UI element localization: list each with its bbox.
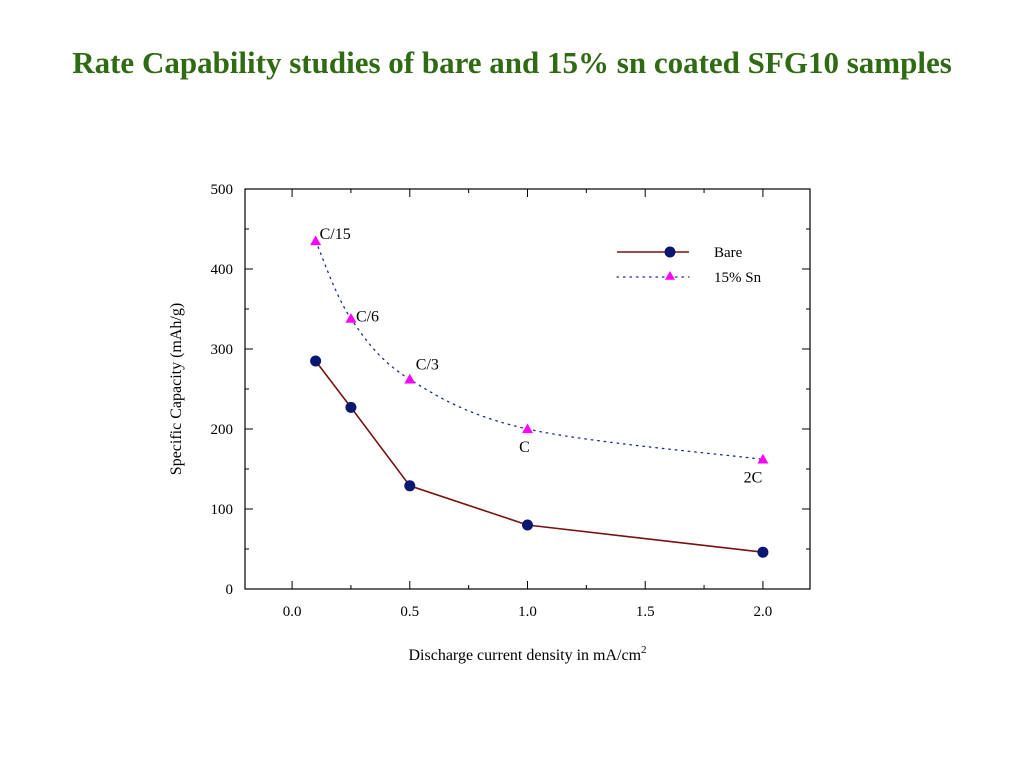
slide-title: Rate Capability studies of bare and 15% … [72, 45, 952, 80]
x-tick-label: 2.0 [754, 604, 773, 620]
x-axis-label-superscript: 2 [641, 644, 647, 656]
data-point-bare [310, 355, 322, 367]
y-tick-label: 400 [211, 262, 234, 278]
axis-tick-labels: 0.0 0.5 1.0 1.5 2.0 0 100 200 300 400 500 [211, 182, 773, 620]
data-point-sn [757, 453, 769, 464]
data-point-bare [522, 519, 533, 531]
legend-marker-bare [664, 246, 676, 258]
y-tick-label: 300 [211, 342, 234, 358]
legend-marker-sn [665, 271, 675, 280]
y-tick-label: 500 [211, 182, 234, 198]
data-point-bare [345, 401, 357, 413]
axis-ticks [245, 188, 810, 590]
point-annotation: C/6 [356, 309, 379, 326]
data-point-sn [310, 235, 322, 246]
series-markers [310, 235, 769, 558]
point-annotation: 2C [744, 469, 763, 486]
y-axis-label: Specific Capacity (mAh/g) [168, 303, 185, 475]
data-point-sn [345, 313, 357, 323]
x-tick-label: 1.0 [518, 604, 537, 620]
x-axis-label-main: Discharge current density in mA/cm [408, 647, 641, 664]
x-tick-label: 0.5 [400, 604, 419, 620]
data-point-bare [404, 480, 416, 492]
y-tick-label: 100 [211, 502, 234, 518]
x-tick-label: 0.0 [283, 604, 302, 620]
x-tick-label: 1.5 [636, 604, 655, 620]
series-line-sn [314, 240, 764, 461]
data-point-sn [404, 373, 416, 384]
legend-label: 15% Sn [714, 270, 762, 286]
point-annotation: C/3 [416, 356, 439, 373]
legend: Bare 15% Sn [616, 245, 762, 286]
point-annotations: C/15 C/6 C/3 C 2C [320, 226, 763, 486]
y-tick-label: 0 [226, 582, 234, 598]
y-tick-label: 200 [211, 422, 234, 438]
data-point-sn [522, 423, 533, 434]
series-lines [314, 240, 764, 553]
data-point-bare [757, 546, 769, 558]
series-line-bare [314, 360, 764, 553]
x-axis-label: Discharge current density in mA/cm2 [408, 644, 646, 664]
point-annotation: C [519, 439, 530, 456]
point-annotation: C/15 [320, 226, 351, 243]
legend-label: Bare [714, 245, 743, 261]
